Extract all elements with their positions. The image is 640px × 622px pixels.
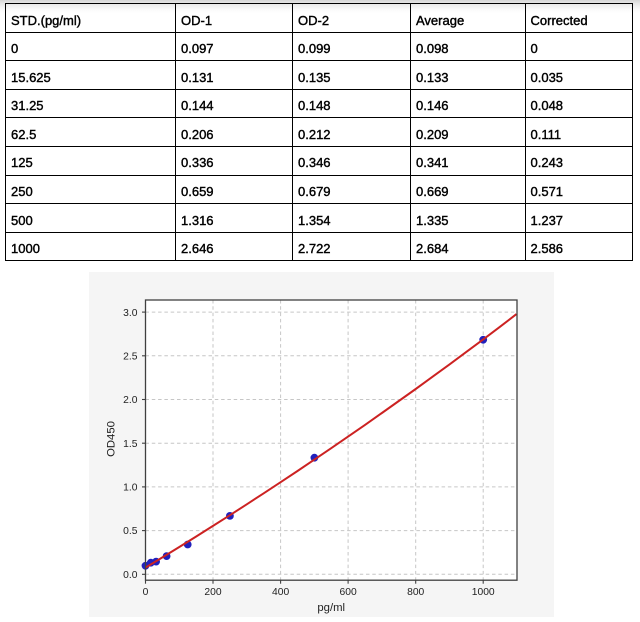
svg-text:pg/ml: pg/ml: [317, 602, 345, 614]
svg-text:3.0: 3.0: [123, 308, 138, 319]
svg-text:0.0: 0.0: [123, 570, 138, 581]
svg-text:2.5: 2.5: [123, 352, 138, 363]
svg-text:800: 800: [407, 587, 424, 598]
svg-text:600: 600: [340, 587, 357, 598]
svg-text:200: 200: [204, 587, 221, 598]
svg-text:0.5: 0.5: [123, 526, 138, 537]
svg-text:1.5: 1.5: [123, 439, 138, 450]
svg-text:0: 0: [143, 587, 149, 598]
svg-text:400: 400: [272, 587, 289, 598]
svg-text:1.0: 1.0: [123, 483, 138, 494]
svg-text:OD450: OD450: [106, 421, 118, 457]
svg-text:2.0: 2.0: [123, 395, 138, 406]
svg-text:1000: 1000: [472, 587, 495, 598]
